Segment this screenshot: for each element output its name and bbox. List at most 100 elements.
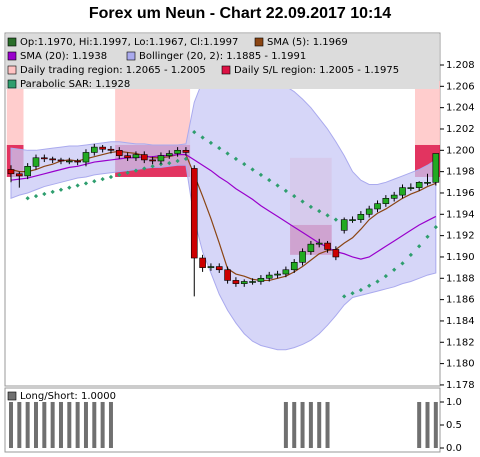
candle-body: [57, 159, 65, 162]
candle-body: [215, 266, 223, 271]
bar: [9, 401, 13, 448]
sar-dot: [217, 146, 222, 151]
candle-body: [315, 242, 323, 245]
chart-title: Forex um Neun - Chart 22.09.2017 10:14: [89, 5, 391, 22]
bar: [33, 401, 38, 448]
sar-dot: [192, 130, 197, 135]
sar-dot: [125, 170, 130, 175]
sar-dot: [392, 267, 397, 272]
legend-label: SMA (20): 1.1938: [20, 51, 107, 62]
sar-dot: [258, 172, 264, 177]
y-tick-label: 1.202: [446, 124, 475, 135]
y-tick-label: 1.184: [446, 316, 475, 327]
y-tick-label: 1.194: [446, 209, 475, 220]
sar-dot: [225, 151, 230, 156]
bar: [108, 401, 113, 448]
candle-body: [207, 266, 215, 268]
candle-body: [274, 273, 281, 276]
candle-body: [190, 168, 198, 259]
sar-dot: [317, 208, 322, 214]
sar-dot: [250, 167, 255, 172]
bar: [283, 401, 288, 448]
candle-body: [299, 251, 306, 263]
candle-body: [7, 169, 15, 175]
candle-body: [124, 155, 131, 159]
candle-body: [16, 173, 23, 177]
legend-swatch: [254, 37, 264, 47]
candle-body: [165, 153, 173, 156]
legend-swatch: [7, 65, 17, 75]
candle-body: [282, 269, 290, 275]
candle-body: [415, 182, 423, 188]
legend-swatch: [7, 391, 17, 401]
sar-dot: [183, 156, 189, 161]
sar-dot: [242, 162, 247, 167]
sar-dot: [58, 187, 64, 192]
sar-dot: [42, 191, 47, 197]
candle-body: [140, 154, 148, 161]
bar: [100, 401, 105, 448]
candle-body: [240, 281, 248, 284]
bar: [292, 401, 297, 448]
candle-body: [365, 208, 373, 215]
sar-dot: [167, 160, 172, 166]
sar-dot: [200, 135, 205, 140]
legend-label: Daily trading region: 1.2065 - 1.2005: [20, 65, 206, 76]
candle-body: [399, 187, 406, 196]
candle-body: [257, 277, 265, 282]
bar: [92, 401, 97, 448]
candle-body: [199, 257, 206, 268]
candle-body: [149, 159, 156, 162]
candle-body: [24, 166, 31, 177]
candle-body: [382, 198, 390, 204]
sar-dot: [358, 287, 363, 293]
candle-body: [91, 146, 98, 153]
y-tick-label: 1.204: [446, 103, 475, 114]
candle-body: [99, 146, 106, 150]
legend-label: SMA (5): 1.1969: [267, 37, 348, 48]
legend-swatch: [7, 79, 17, 89]
bollinger-band: [10, 62, 437, 351]
sar-dot: [342, 294, 347, 299]
region: [6, 80, 24, 145]
candle-body: [349, 219, 356, 221]
candle-body: [82, 152, 90, 163]
candle-body: [390, 194, 398, 199]
y-tick-label: 1.178: [446, 380, 475, 391]
candle-body: [182, 150, 190, 153]
candle-body: [290, 261, 298, 271]
sar-dot: [108, 174, 114, 180]
candle-body: [132, 154, 140, 159]
sar-dot: [150, 164, 155, 169]
y-tick-label: 1.188: [446, 273, 475, 284]
line: [10, 150, 437, 282]
candle-body: [49, 158, 56, 161]
candle-body: [174, 150, 181, 154]
candle-body: [115, 150, 123, 156]
legend-label: Bollinger (20, 2): 1.1885 - 1.1991: [139, 51, 306, 62]
sar-dot: [75, 183, 80, 188]
sar-dot: [100, 176, 105, 182]
sar-dot: [383, 274, 388, 279]
sar-dot: [33, 194, 39, 199]
legend-swatch: [7, 51, 17, 61]
sar-dot: [117, 172, 122, 177]
y-tick-label: 1.208: [446, 60, 475, 71]
sar-dot: [333, 217, 338, 222]
candle-body: [432, 153, 440, 183]
sar-dot: [233, 156, 239, 161]
y-tick-label: 0.0: [446, 443, 462, 454]
bar: [83, 401, 88, 448]
y-tick-label: 1.190: [446, 252, 475, 263]
sar-dot: [433, 224, 438, 230]
candle-body: [357, 213, 365, 220]
y-tick-label: 1.196: [446, 188, 475, 199]
y-tick-label: 1.198: [446, 167, 475, 178]
candle-body: [374, 203, 381, 210]
bar: [308, 401, 313, 448]
candle-body: [340, 219, 348, 231]
sar-dot: [50, 189, 55, 195]
legend-label: Long/Short: 1.0000: [20, 391, 116, 402]
sar-dot: [67, 185, 72, 190]
sar-dot: [92, 179, 97, 184]
